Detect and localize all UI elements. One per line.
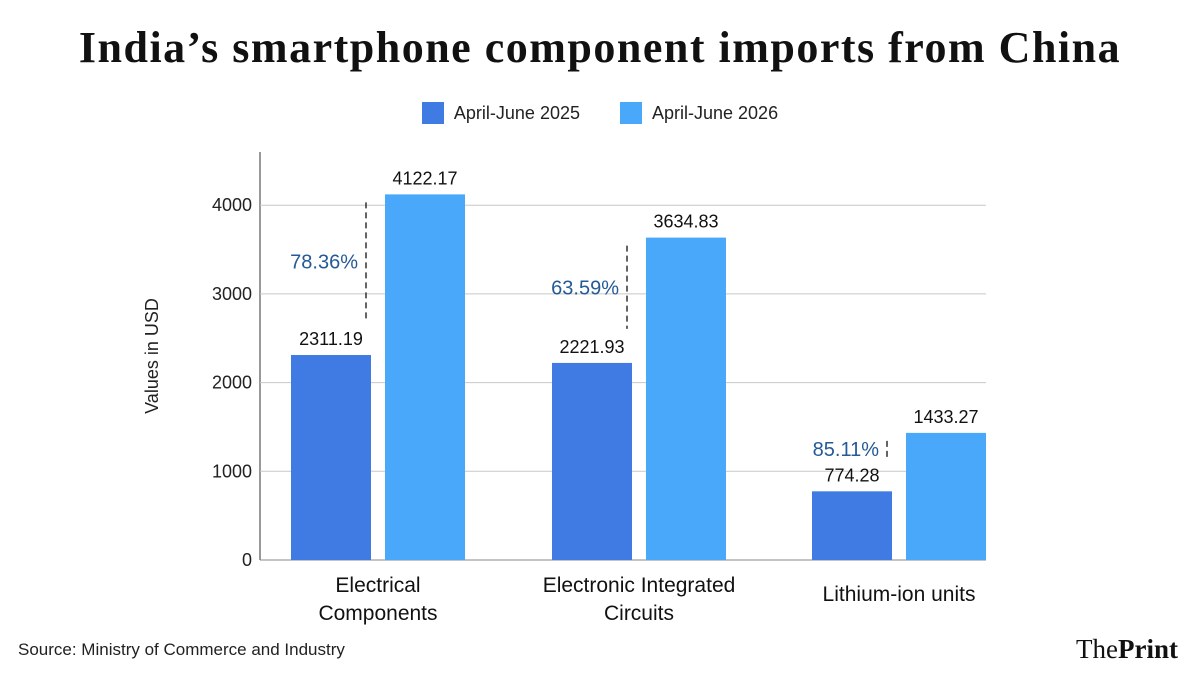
chart-title: India’s smartphone component imports fro… [78, 23, 1122, 72]
legend: April-June 2025 April-June 2026 [0, 102, 1200, 124]
bar-2026-1 [646, 237, 726, 560]
legend-item-2025: April-June 2025 [421, 102, 580, 124]
category-label-1-0: Electronic Integrated [543, 574, 736, 597]
legend-label-2025: April-June 2025 [453, 102, 580, 123]
growth-label-1: 63.59% [551, 277, 619, 299]
legend-swatch-2026 [620, 102, 642, 124]
bar-2025-2 [812, 491, 892, 560]
value-label-2025-0: 2311.19 [299, 329, 363, 349]
brand-logo: ThePrint [1076, 634, 1178, 665]
bar-2026-0 [385, 194, 465, 560]
y-tick-label-0: 0 [242, 550, 252, 570]
y-tick-label-4000: 4000 [212, 195, 252, 215]
category-label-2-0: Lithium-ion units [823, 583, 976, 606]
y-axis-label: Values in USD [142, 298, 162, 414]
category-label-0-0: Electrical [335, 574, 420, 597]
legend-label-2026: April-June 2026 [652, 102, 779, 123]
y-tick-label-1000: 1000 [212, 461, 252, 481]
y-tick-label-3000: 3000 [212, 284, 252, 304]
y-tick-label-2000: 2000 [212, 373, 252, 393]
value-label-2026-1: 3634.83 [653, 212, 718, 232]
legend-swatch-2025 [421, 102, 444, 124]
brand-bold: Print [1118, 634, 1178, 664]
value-label-2025-2: 774.28 [824, 465, 879, 485]
value-label-2026-0: 4122.17 [392, 168, 457, 188]
bar-2026-2 [906, 432, 986, 560]
category-label-0-1: Components [318, 602, 437, 625]
bar-2025-1 [552, 362, 632, 560]
category-label-1-1: Circuits [604, 602, 674, 625]
brand-prefix: The [1076, 634, 1118, 664]
growth-label-2: 85.11% [813, 439, 880, 461]
value-label-2026-2: 1433.27 [913, 407, 978, 427]
source-note: Source: Ministry of Commerce and Industr… [18, 640, 345, 659]
growth-label-0: 78.36% [290, 252, 358, 274]
bar-2025-0 [291, 355, 371, 560]
legend-item-2026: April-June 2026 [620, 102, 778, 124]
value-label-2025-1: 2221.93 [559, 337, 624, 357]
